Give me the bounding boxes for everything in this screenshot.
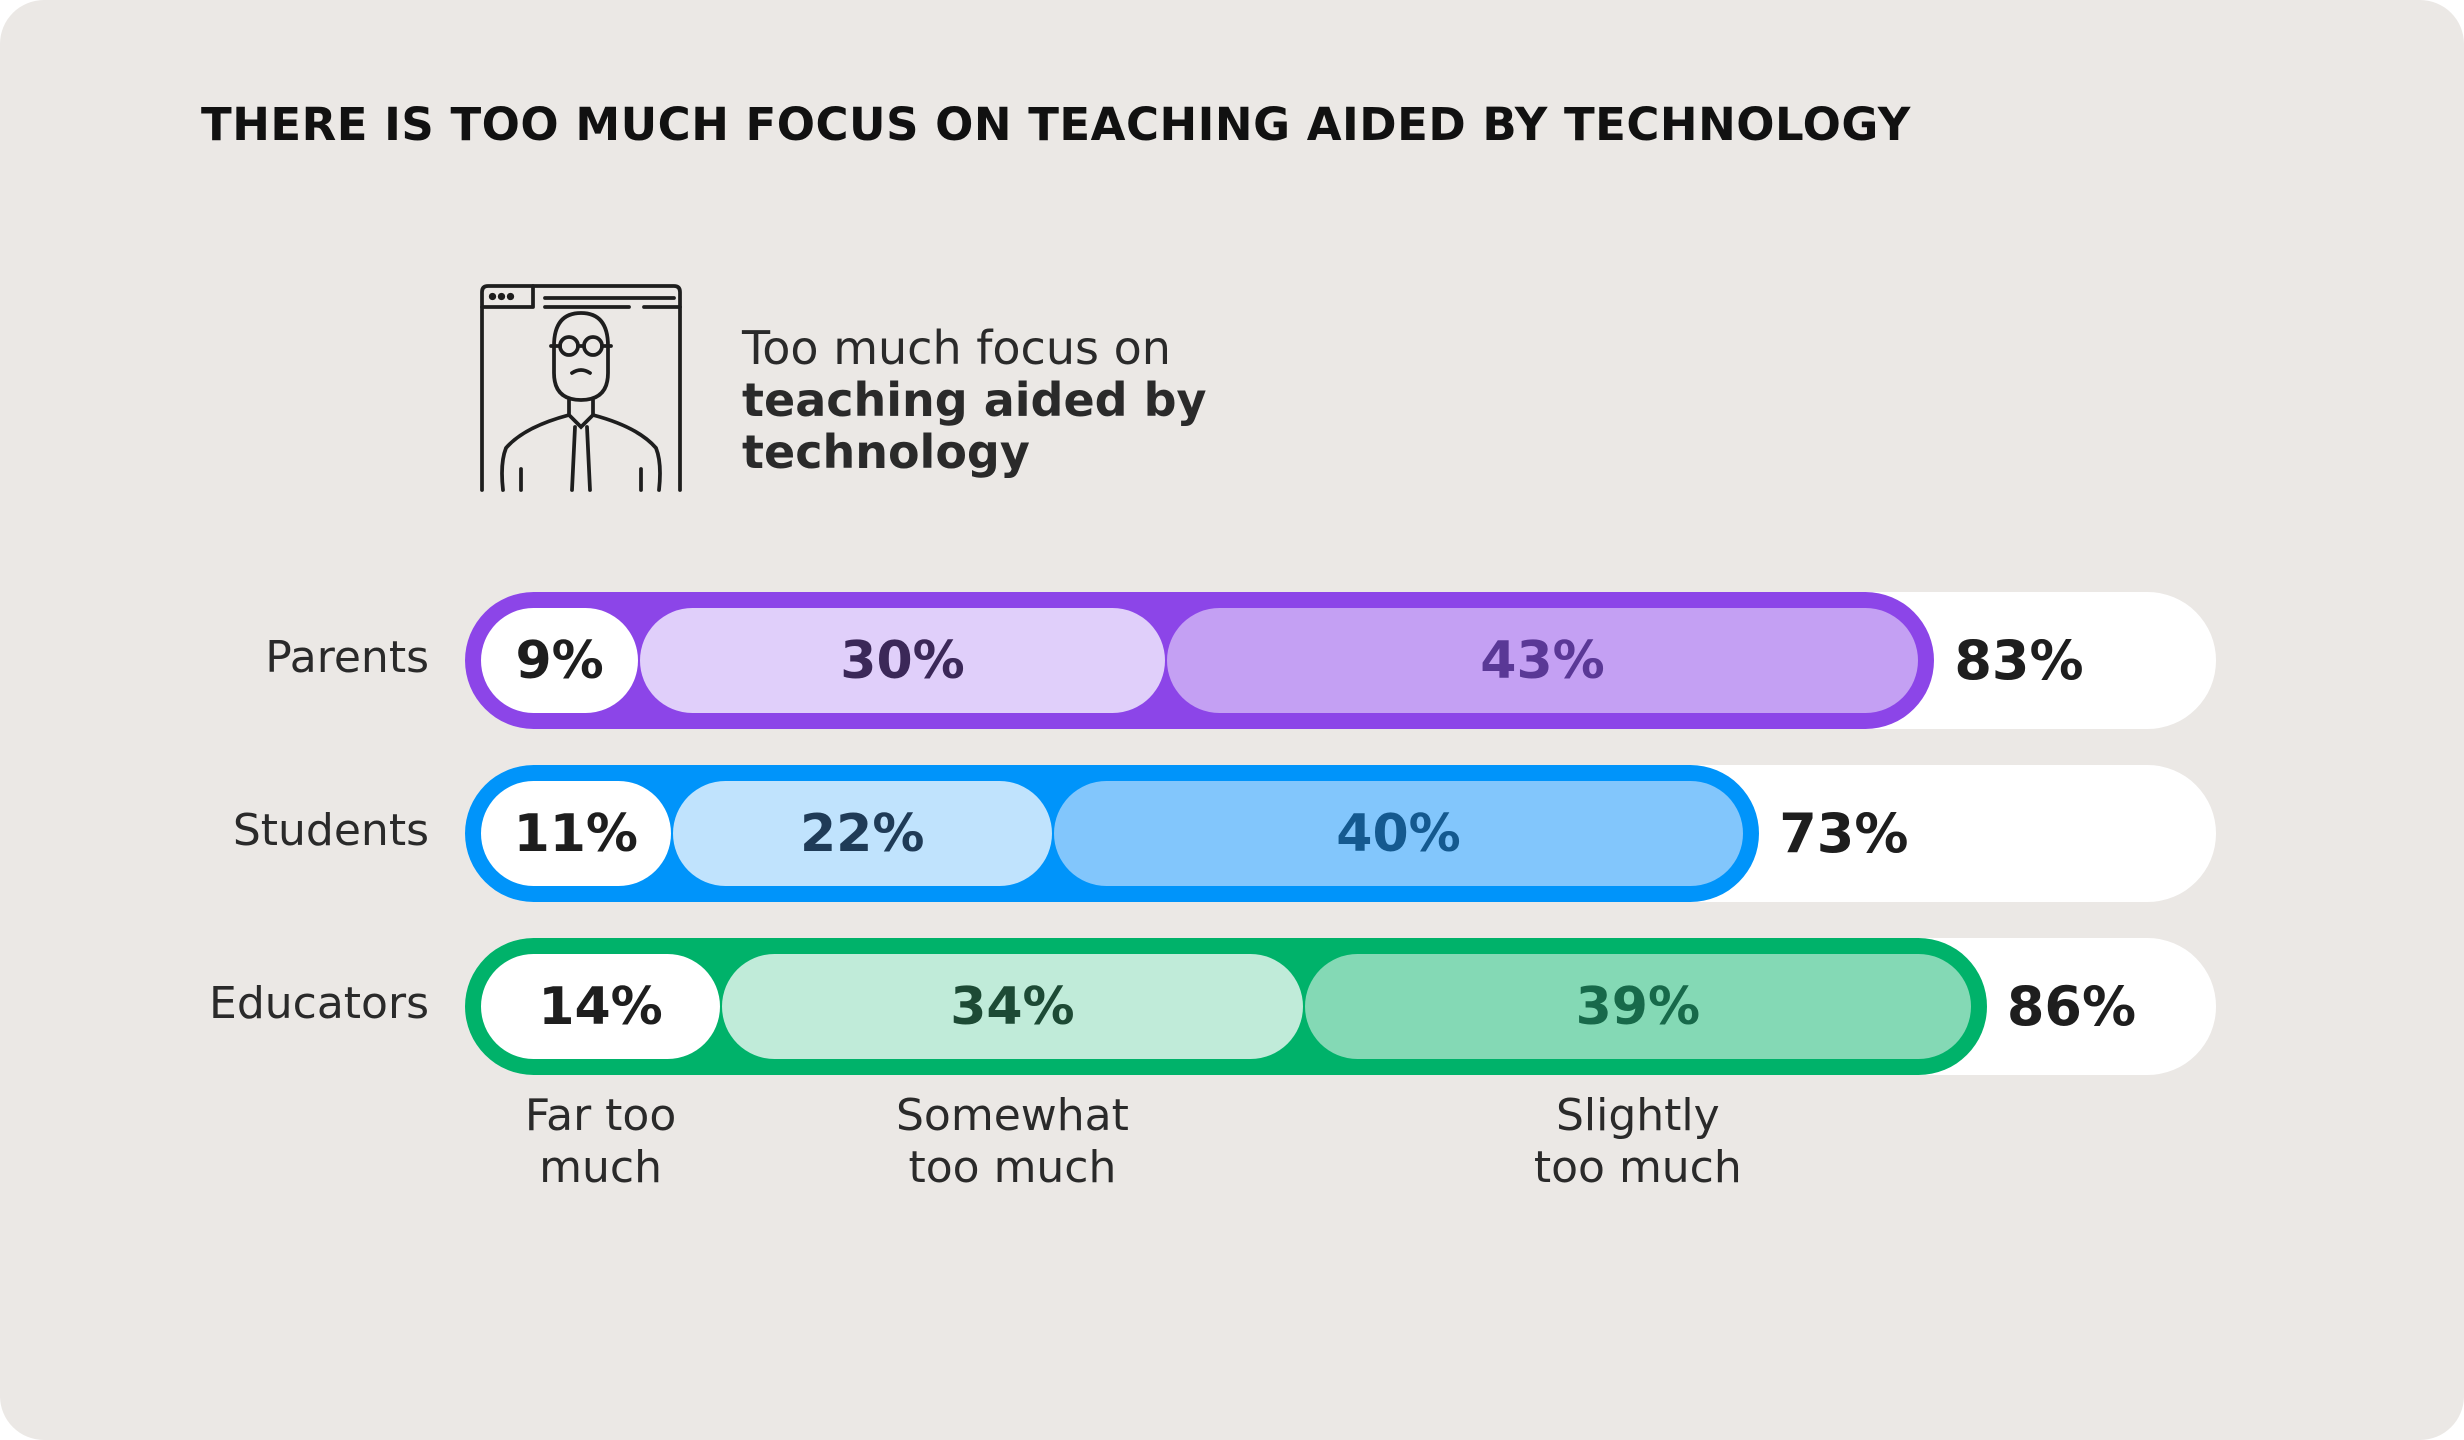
bar-track: 11% 22% 40% 73% [465, 765, 2216, 902]
bar-track: 9% 30% 43% 83% [465, 592, 2216, 729]
bar-segment: 34% [722, 954, 1303, 1059]
bar-segment: 39% [1304, 954, 1971, 1059]
bar-segment: 30% [640, 608, 1165, 713]
row-label: Parents [265, 632, 429, 683]
total-label: 86% [2006, 975, 2137, 1038]
bar-segment: 11% [481, 781, 671, 886]
row-label: Educators [209, 978, 429, 1029]
bar-parents: 9% 30% 43% [465, 592, 1935, 729]
legend-line: Slightly [1555, 1090, 1720, 1141]
bar-segment: 43% [1166, 608, 1919, 713]
legend-item: Far too much [525, 1090, 676, 1194]
legend-line: much [539, 1142, 662, 1193]
chart-subtitle: Too much focus on teaching aided by tech… [742, 322, 1222, 478]
legend-item: Slightly too much [1534, 1090, 1742, 1194]
bar-students: 11% 22% 40% [465, 765, 1760, 902]
bar-segment: 9% [481, 608, 639, 713]
bar-educators: 14% 34% 39% [465, 938, 1987, 1075]
row-label: Students [232, 805, 429, 856]
bar-segment: 40% [1053, 781, 1744, 886]
legend-line: too much [1533, 1142, 1742, 1193]
legend-line: Somewhat [896, 1090, 1129, 1141]
bar-track: 14% 34% 39% 86% [465, 938, 2216, 1075]
legend-item: Somewhat too much [896, 1090, 1129, 1194]
bar-segment: 22% [672, 781, 1052, 886]
total-label: 73% [1779, 802, 1909, 865]
legend-line: too much [908, 1142, 1117, 1193]
subtitle-light: Too much focus on [742, 321, 1171, 375]
teacher-at-screen-icon [480, 284, 682, 492]
bar-segment: 14% [481, 954, 721, 1059]
subtitle-bold: teaching aided by technology [742, 373, 1207, 479]
chart-title: THERE IS TOO MUCH FOCUS ON TEACHING AIDE… [201, 98, 1911, 151]
total-label: 83% [1954, 629, 2084, 692]
legend-line: Far too [524, 1090, 677, 1141]
